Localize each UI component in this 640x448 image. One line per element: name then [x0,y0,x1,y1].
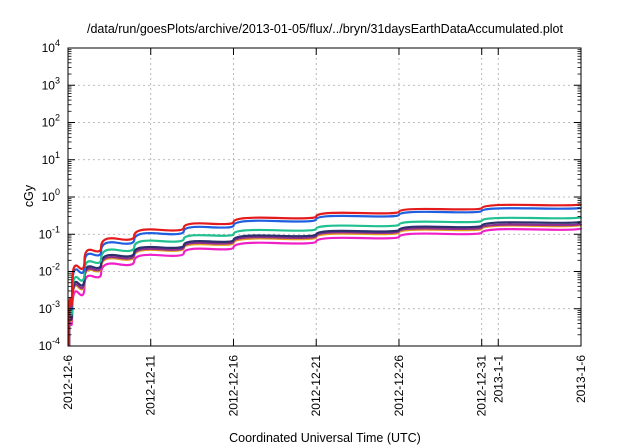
tick-marks [67,47,582,347]
x-tick-labels: 2012-12-6 2012-12-11 2012-12-16 2012-12-21 2… [61,355,588,417]
x-tick-label: 2012-12-26 [392,355,406,417]
y-tick-label: 104 [42,38,60,55]
chart-title: /data/run/goesPlots/archive/2013-01-05/f… [87,22,563,36]
x-axis-label: Coordinated Universal Time (UTC) [229,431,421,445]
series-line [68,223,583,347]
x-tick-label: 2012-12-11 [144,355,158,416]
y-tick-label: 103 [42,75,60,92]
series-line [68,202,583,347]
y-tick-label: 100 [42,187,60,204]
x-tick-label: 2012-12-21 [309,355,323,417]
y-axis-label: cGy [22,184,36,207]
x-tick-label: 2012-12-6 [61,355,75,410]
y-tick-label: 10-3 [39,299,60,316]
x-tick-label: 2012-12-16 [226,355,240,417]
x-tick-label: 2013-1-1 [491,355,505,403]
series-line [68,220,583,347]
y-tick-label: 102 [42,113,60,130]
y-tick-label: 10-1 [39,224,60,241]
y-tick-label: 10-2 [39,262,60,279]
y-tick-label: 101 [42,150,60,167]
y-tick-label: 10-4 [39,336,60,353]
y-tick-labels: 10-4 10-3 10-2 10-1 100 101 102 103 104 [39,38,60,353]
x-tick-label: 2012-12-31 [475,355,489,417]
series-layer [68,202,583,347]
series-line [68,222,583,347]
series-line [68,206,583,347]
x-tick-label: 2013-1-6 [574,355,588,403]
grid [68,48,581,346]
series-line [68,215,583,347]
series-line [68,227,583,347]
